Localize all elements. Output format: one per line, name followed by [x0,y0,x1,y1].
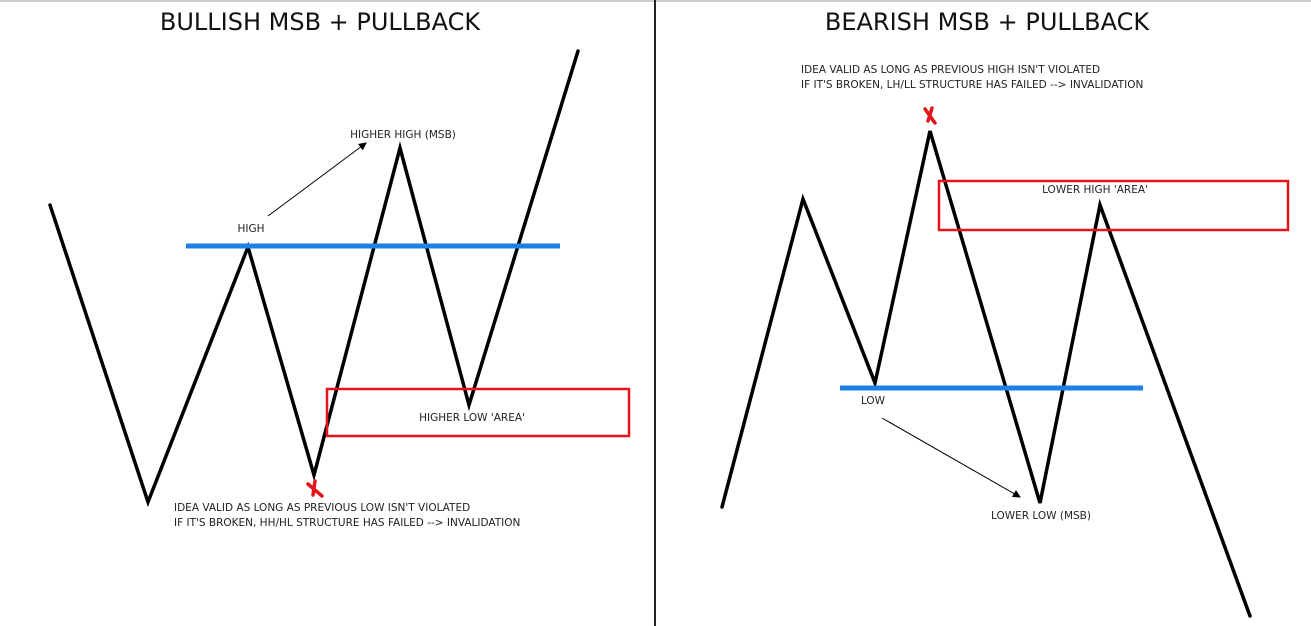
invalidation-x-icon [306,479,324,498]
bearish-title: BEARISH MSB + PULLBACK [825,8,1150,36]
higher-high-label: HIGHER HIGH (MSB) [350,129,456,141]
bullish-panel: BULLISH MSB + PULLBACK HIGH HIGHER HIGH … [48,8,631,529]
higher-low-area-box [325,387,631,438]
bullish-note-line-2: IF IT'S BROKEN, HH/HL STRUCTURE HAS FAIL… [174,517,520,529]
bearish-panel: BEARISH MSB + PULLBACK LOW LOWER LOW (MS… [720,8,1290,618]
bullish-note-line-1: IDEA VALID AS LONG AS PREVIOUS LOW ISN'T… [174,502,470,514]
invalidation-x-icon [923,106,937,125]
lower-high-area-label: LOWER HIGH 'AREA' [1042,184,1148,196]
bullish-title: BULLISH MSB + PULLBACK [160,8,482,36]
high-label: HIGH [237,223,264,235]
low-label: LOW [861,395,886,407]
higher-high-arrow [267,142,367,217]
bullish-price-path [48,49,580,508]
lower-low-label: LOWER LOW (MSB) [991,510,1091,522]
bearish-note-line-2: IF IT'S BROKEN, LH/LL STRUCTURE HAS FAIL… [801,79,1143,91]
higher-low-area-label: HIGHER LOW 'AREA' [419,412,525,424]
bearish-price-path [720,130,1252,618]
lower-low-arrow [881,417,1021,498]
bearish-note-line-1: IDEA VALID AS LONG AS PREVIOUS HIGH ISN'… [801,64,1100,76]
lower-high-area-box [937,179,1290,232]
